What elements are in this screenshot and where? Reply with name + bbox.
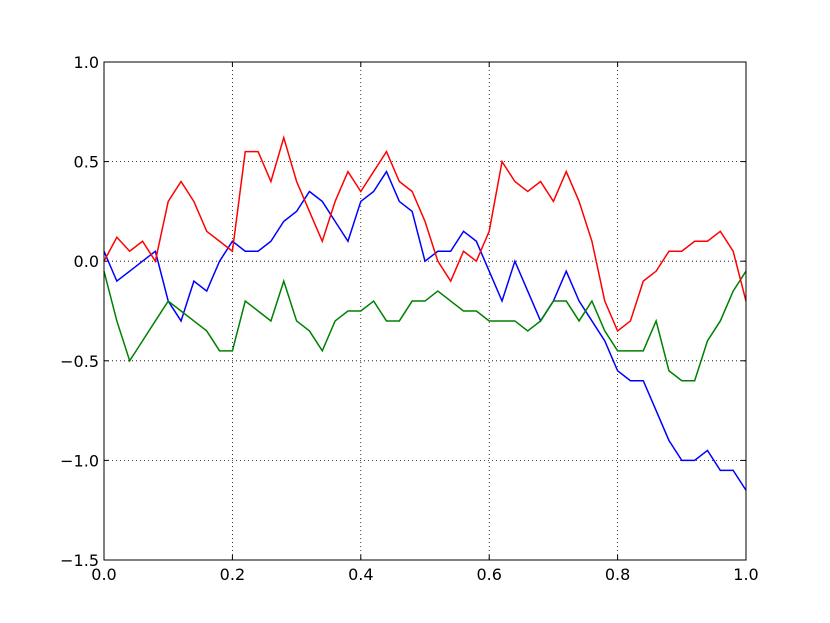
y-tick-label: −1.0 <box>60 451 99 470</box>
x-tick-label: 0.0 <box>91 565 116 584</box>
y-tick-label: 0.5 <box>74 153 99 172</box>
x-tick-label: 0.4 <box>348 565 373 584</box>
y-tick-label: −0.5 <box>60 352 99 371</box>
plot-frame <box>103 61 747 561</box>
data-line <box>103 135 747 333</box>
y-tick-label: −1.5 <box>60 551 99 570</box>
x-tick-label: 0.6 <box>476 565 501 584</box>
data-line <box>103 270 747 382</box>
x-tick-label: 1.0 <box>733 565 758 584</box>
y-tick-label: 1.0 <box>74 53 99 72</box>
data-line <box>103 169 747 491</box>
x-tick-label: 0.8 <box>605 565 630 584</box>
y-tick-label: 0.0 <box>74 252 99 271</box>
x-tick-label: 0.2 <box>220 565 245 584</box>
